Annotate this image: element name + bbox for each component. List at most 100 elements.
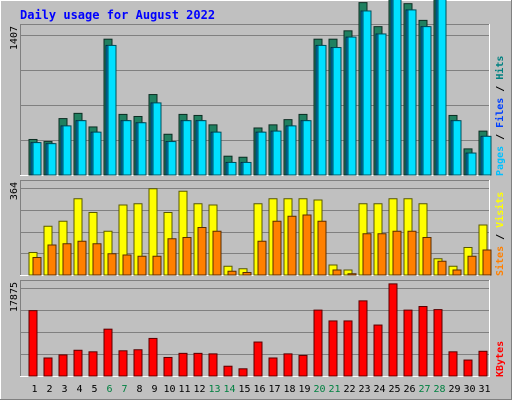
x-tick-label: 27 bbox=[418, 384, 430, 395]
bar-kbytes-day-26 bbox=[403, 309, 413, 377]
bar-sites-day-20 bbox=[317, 220, 327, 276]
x-tick-label: 20 bbox=[313, 384, 325, 395]
bar-pages-day-31 bbox=[482, 135, 492, 176]
series-kbytes bbox=[28, 283, 488, 377]
legend-segment: Sites bbox=[494, 246, 506, 276]
bar-sites-day-18 bbox=[287, 215, 297, 276]
bar-sites-day-3 bbox=[62, 243, 72, 276]
bar-kbytes-day-12 bbox=[193, 352, 203, 377]
bar-pages-day-30 bbox=[467, 152, 477, 176]
bar-kbytes-day-23 bbox=[358, 300, 368, 377]
x-tick-label: 6 bbox=[106, 384, 112, 395]
x-tick-label: 17 bbox=[268, 384, 280, 395]
bar-sites-day-12 bbox=[197, 227, 207, 276]
bar-kbytes-day-17 bbox=[268, 357, 278, 377]
x-tick-label: 11 bbox=[178, 384, 190, 395]
bar-pages-day-15 bbox=[242, 161, 252, 176]
bar-kbytes-day-22 bbox=[343, 320, 353, 377]
bar-sites-day-15 bbox=[242, 272, 252, 276]
bar-kbytes-day-7 bbox=[118, 350, 128, 377]
legend-segment: / bbox=[495, 228, 506, 246]
bar-kbytes-day-25 bbox=[388, 283, 398, 377]
bar-pages-day-27 bbox=[422, 26, 432, 176]
x-tick-label: 7 bbox=[121, 384, 127, 395]
bar-sites-day-8 bbox=[137, 255, 147, 276]
bar-kbytes-day-13 bbox=[208, 353, 218, 377]
bar-kbytes-day-20 bbox=[313, 309, 323, 377]
bar-pages-day-11 bbox=[182, 120, 192, 176]
bar-pages-day-12 bbox=[197, 120, 207, 176]
bar-kbytes-day-18 bbox=[283, 353, 293, 377]
bar-kbytes-day-1 bbox=[28, 310, 38, 377]
bar-sites-day-13 bbox=[212, 230, 222, 276]
bar-pages-day-17 bbox=[272, 130, 282, 176]
x-tick-label: 13 bbox=[208, 384, 220, 395]
x-tick-label: 2 bbox=[46, 384, 52, 395]
x-tick-label: 4 bbox=[76, 384, 82, 395]
series-pages bbox=[32, 0, 492, 176]
bar-pages-day-6 bbox=[107, 44, 117, 176]
bar-sites-day-24 bbox=[377, 233, 387, 276]
bar-pages-day-21 bbox=[332, 47, 342, 176]
y-max-label: 1407 bbox=[9, 26, 20, 50]
bar-pages-day-10 bbox=[167, 141, 177, 176]
bar-kbytes-day-5 bbox=[88, 351, 98, 377]
x-tick-label: 1 bbox=[31, 384, 37, 395]
bar-kbytes-day-2 bbox=[43, 357, 53, 377]
x-tick-label: 14 bbox=[223, 384, 235, 395]
bar-sites-day-16 bbox=[257, 240, 267, 276]
x-tick-label: 24 bbox=[373, 384, 385, 395]
bar-sites-day-25 bbox=[392, 230, 402, 276]
x-tick-label: 31 bbox=[478, 384, 490, 395]
bar-sites-day-11 bbox=[182, 237, 192, 276]
x-tick-label: 18 bbox=[283, 384, 295, 395]
bar-pages-day-2 bbox=[47, 143, 57, 176]
x-axis-labels: 1 2 3 4 5 6 7 8 9 10 11 12 13 14 15 16 17 18 19 20 21 22 23 24 2… bbox=[31, 384, 490, 395]
bar-kbytes-day-3 bbox=[58, 354, 68, 377]
x-tick-label: 23 bbox=[358, 384, 370, 395]
bar-sites-day-31 bbox=[482, 249, 492, 276]
x-tick-label: 3 bbox=[61, 384, 67, 395]
bar-pages-day-22 bbox=[347, 36, 357, 176]
bar-sites-day-23 bbox=[362, 233, 372, 276]
bar-sites-day-28 bbox=[437, 260, 447, 276]
bar-sites-day-14 bbox=[227, 270, 237, 276]
bar-sites-day-6 bbox=[107, 253, 117, 276]
bar-sites-day-26 bbox=[407, 230, 417, 276]
bar-sites-day-21 bbox=[332, 269, 342, 276]
bar-sites-day-17 bbox=[272, 220, 282, 276]
bar-kbytes-day-24 bbox=[373, 324, 383, 377]
bar-pages-day-29 bbox=[452, 120, 462, 176]
chart-panels: 1407 Pages / Files / Hits 364 Sites / Visit… bbox=[9, 0, 506, 377]
bar-kbytes-day-6 bbox=[103, 328, 113, 377]
bar-sites-day-22 bbox=[347, 273, 357, 276]
x-tick-label: 22 bbox=[343, 384, 355, 395]
bar-pages-day-4 bbox=[77, 120, 87, 176]
bar-sites-day-4 bbox=[77, 240, 87, 276]
bar-kbytes-day-27 bbox=[418, 306, 428, 377]
bar-sites-day-7 bbox=[122, 254, 132, 276]
bar-kbytes-day-21 bbox=[328, 320, 338, 377]
x-tick-label: 25 bbox=[388, 384, 400, 395]
bar-kbytes-day-19 bbox=[298, 354, 308, 377]
bar-pages-day-23 bbox=[362, 10, 372, 176]
x-tick-label: 9 bbox=[151, 384, 157, 395]
y-max-label: 364 bbox=[9, 182, 20, 200]
x-tick-label: 29 bbox=[448, 384, 460, 395]
x-tick-label: 28 bbox=[433, 384, 445, 395]
bar-sites-day-10 bbox=[167, 238, 177, 276]
legend-segment: / bbox=[495, 80, 506, 98]
bar-pages-day-18 bbox=[287, 125, 297, 176]
series-legend: KBytes bbox=[495, 341, 506, 377]
bar-pages-day-8 bbox=[137, 122, 147, 176]
bar-sites-day-5 bbox=[92, 243, 102, 276]
legend-segment: KBytes bbox=[495, 341, 506, 377]
bar-pages-day-7 bbox=[122, 120, 132, 176]
bar-sites-day-9 bbox=[152, 255, 162, 276]
x-tick-label: 30 bbox=[463, 384, 475, 395]
bar-kbytes-day-8 bbox=[133, 349, 143, 377]
series-sites bbox=[32, 214, 492, 276]
bar-kbytes-day-9 bbox=[148, 337, 158, 377]
series-legend: Pages / Files / Hits bbox=[494, 56, 506, 176]
legend-segment: / bbox=[495, 128, 506, 146]
